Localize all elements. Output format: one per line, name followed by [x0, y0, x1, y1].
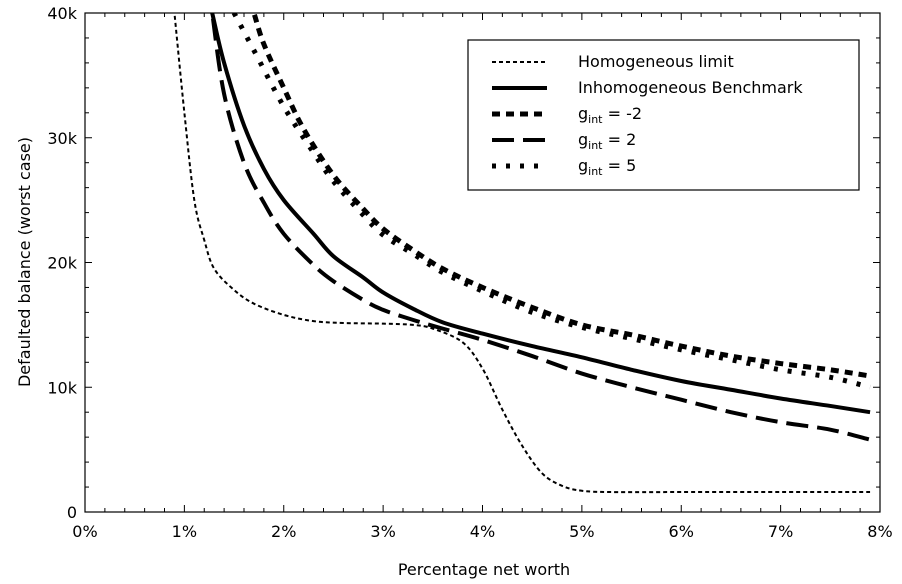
y-tick-label: 40k [47, 4, 77, 23]
y-axis-title: Defaulted balance (worst case) [15, 137, 34, 387]
y-tick-label: 0 [67, 503, 77, 522]
x-tick-label: 3% [370, 522, 395, 541]
x-tick-label: 1% [172, 522, 197, 541]
legend-label: Inhomogeneous Benchmark [578, 78, 803, 97]
y-tick-label: 20k [47, 254, 77, 273]
series-line-3 [251, 13, 871, 379]
series-line-2 [210, 13, 871, 415]
series-line-1 [173, 13, 871, 494]
series-line-4 [210, 13, 871, 442]
series-line-5 [231, 13, 871, 390]
y-tick-label: 10k [47, 378, 77, 397]
x-axis-title: Percentage net worth [398, 560, 570, 579]
x-tick-label: 8% [867, 522, 892, 541]
x-tick-label: 0% [72, 522, 97, 541]
x-tick-label: 7% [768, 522, 793, 541]
y-tick-label: 30k [47, 129, 77, 148]
legend-label: Homogeneous limit [578, 52, 734, 71]
x-tick-label: 5% [569, 522, 594, 541]
legend-label: gint = 2 [578, 130, 636, 152]
legend-box [467, 39, 860, 191]
x-tick-label: 6% [669, 522, 694, 541]
legend-label: gint = -2 [578, 104, 642, 126]
x-tick-label: 4% [470, 522, 495, 541]
legend-label: gint = 5 [578, 156, 636, 178]
x-tick-label: 2% [271, 522, 296, 541]
